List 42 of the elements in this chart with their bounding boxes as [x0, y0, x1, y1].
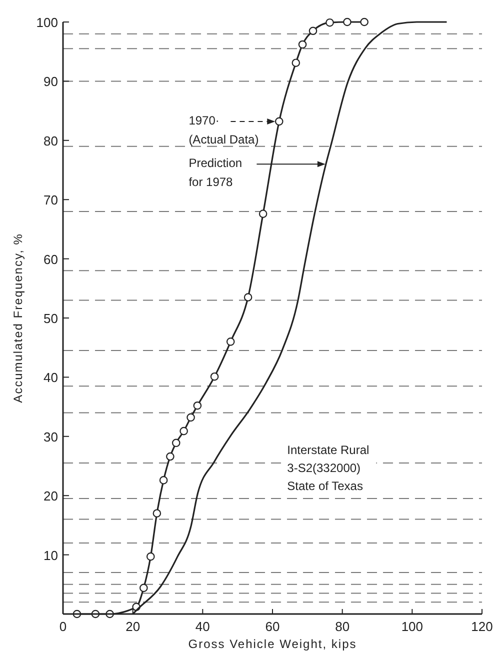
point	[180, 426, 188, 436]
y-tick-label: 10	[44, 548, 58, 563]
annotation: 1970· (Actual Data)	[188, 113, 259, 146]
x-tick-label: 100	[401, 619, 424, 634]
point	[308, 26, 318, 36]
point	[226, 338, 235, 346]
point	[140, 584, 148, 592]
point	[258, 210, 268, 218]
x-tick-label: 120	[471, 619, 493, 634]
point	[186, 413, 195, 422]
point	[298, 40, 307, 49]
x-tick-label: 80	[335, 619, 350, 634]
x-axis-title: Gross Vehicle Weight, kips	[188, 637, 357, 651]
x-tick-label: 20	[126, 619, 140, 634]
point	[244, 293, 252, 302]
y-tick-label: 90	[44, 74, 58, 90]
y-tick-label: 80	[44, 133, 58, 148]
y-axis-title: Accumulated Frequency, %	[11, 233, 25, 403]
point	[172, 438, 180, 448]
y-tick-label: 60	[44, 252, 58, 267]
y-tick-label: 30	[44, 429, 58, 444]
point	[274, 117, 284, 126]
y-tick-label: 50	[44, 311, 58, 326]
x-tick-label: 0	[59, 619, 67, 634]
x-tick-label: 60	[265, 619, 280, 634]
annotation: Interstate Rural 3-S2(332000) State of Texas	[287, 443, 370, 494]
y-tick-label: 40	[44, 370, 58, 386]
point	[292, 58, 300, 67]
x-tick-label: 40	[195, 619, 210, 634]
point	[166, 452, 174, 461]
y-tick-label: 100	[36, 15, 58, 30]
point	[343, 18, 352, 26]
point	[360, 18, 368, 26]
point	[210, 372, 219, 381]
point	[146, 552, 155, 561]
point	[193, 401, 202, 410]
point	[159, 476, 168, 484]
y-tick-label: 70	[44, 192, 58, 208]
annotation: Prediction for 1978	[188, 156, 242, 190]
point	[152, 509, 162, 518]
y-tick-label: 20	[44, 488, 58, 504]
point	[326, 18, 334, 27]
